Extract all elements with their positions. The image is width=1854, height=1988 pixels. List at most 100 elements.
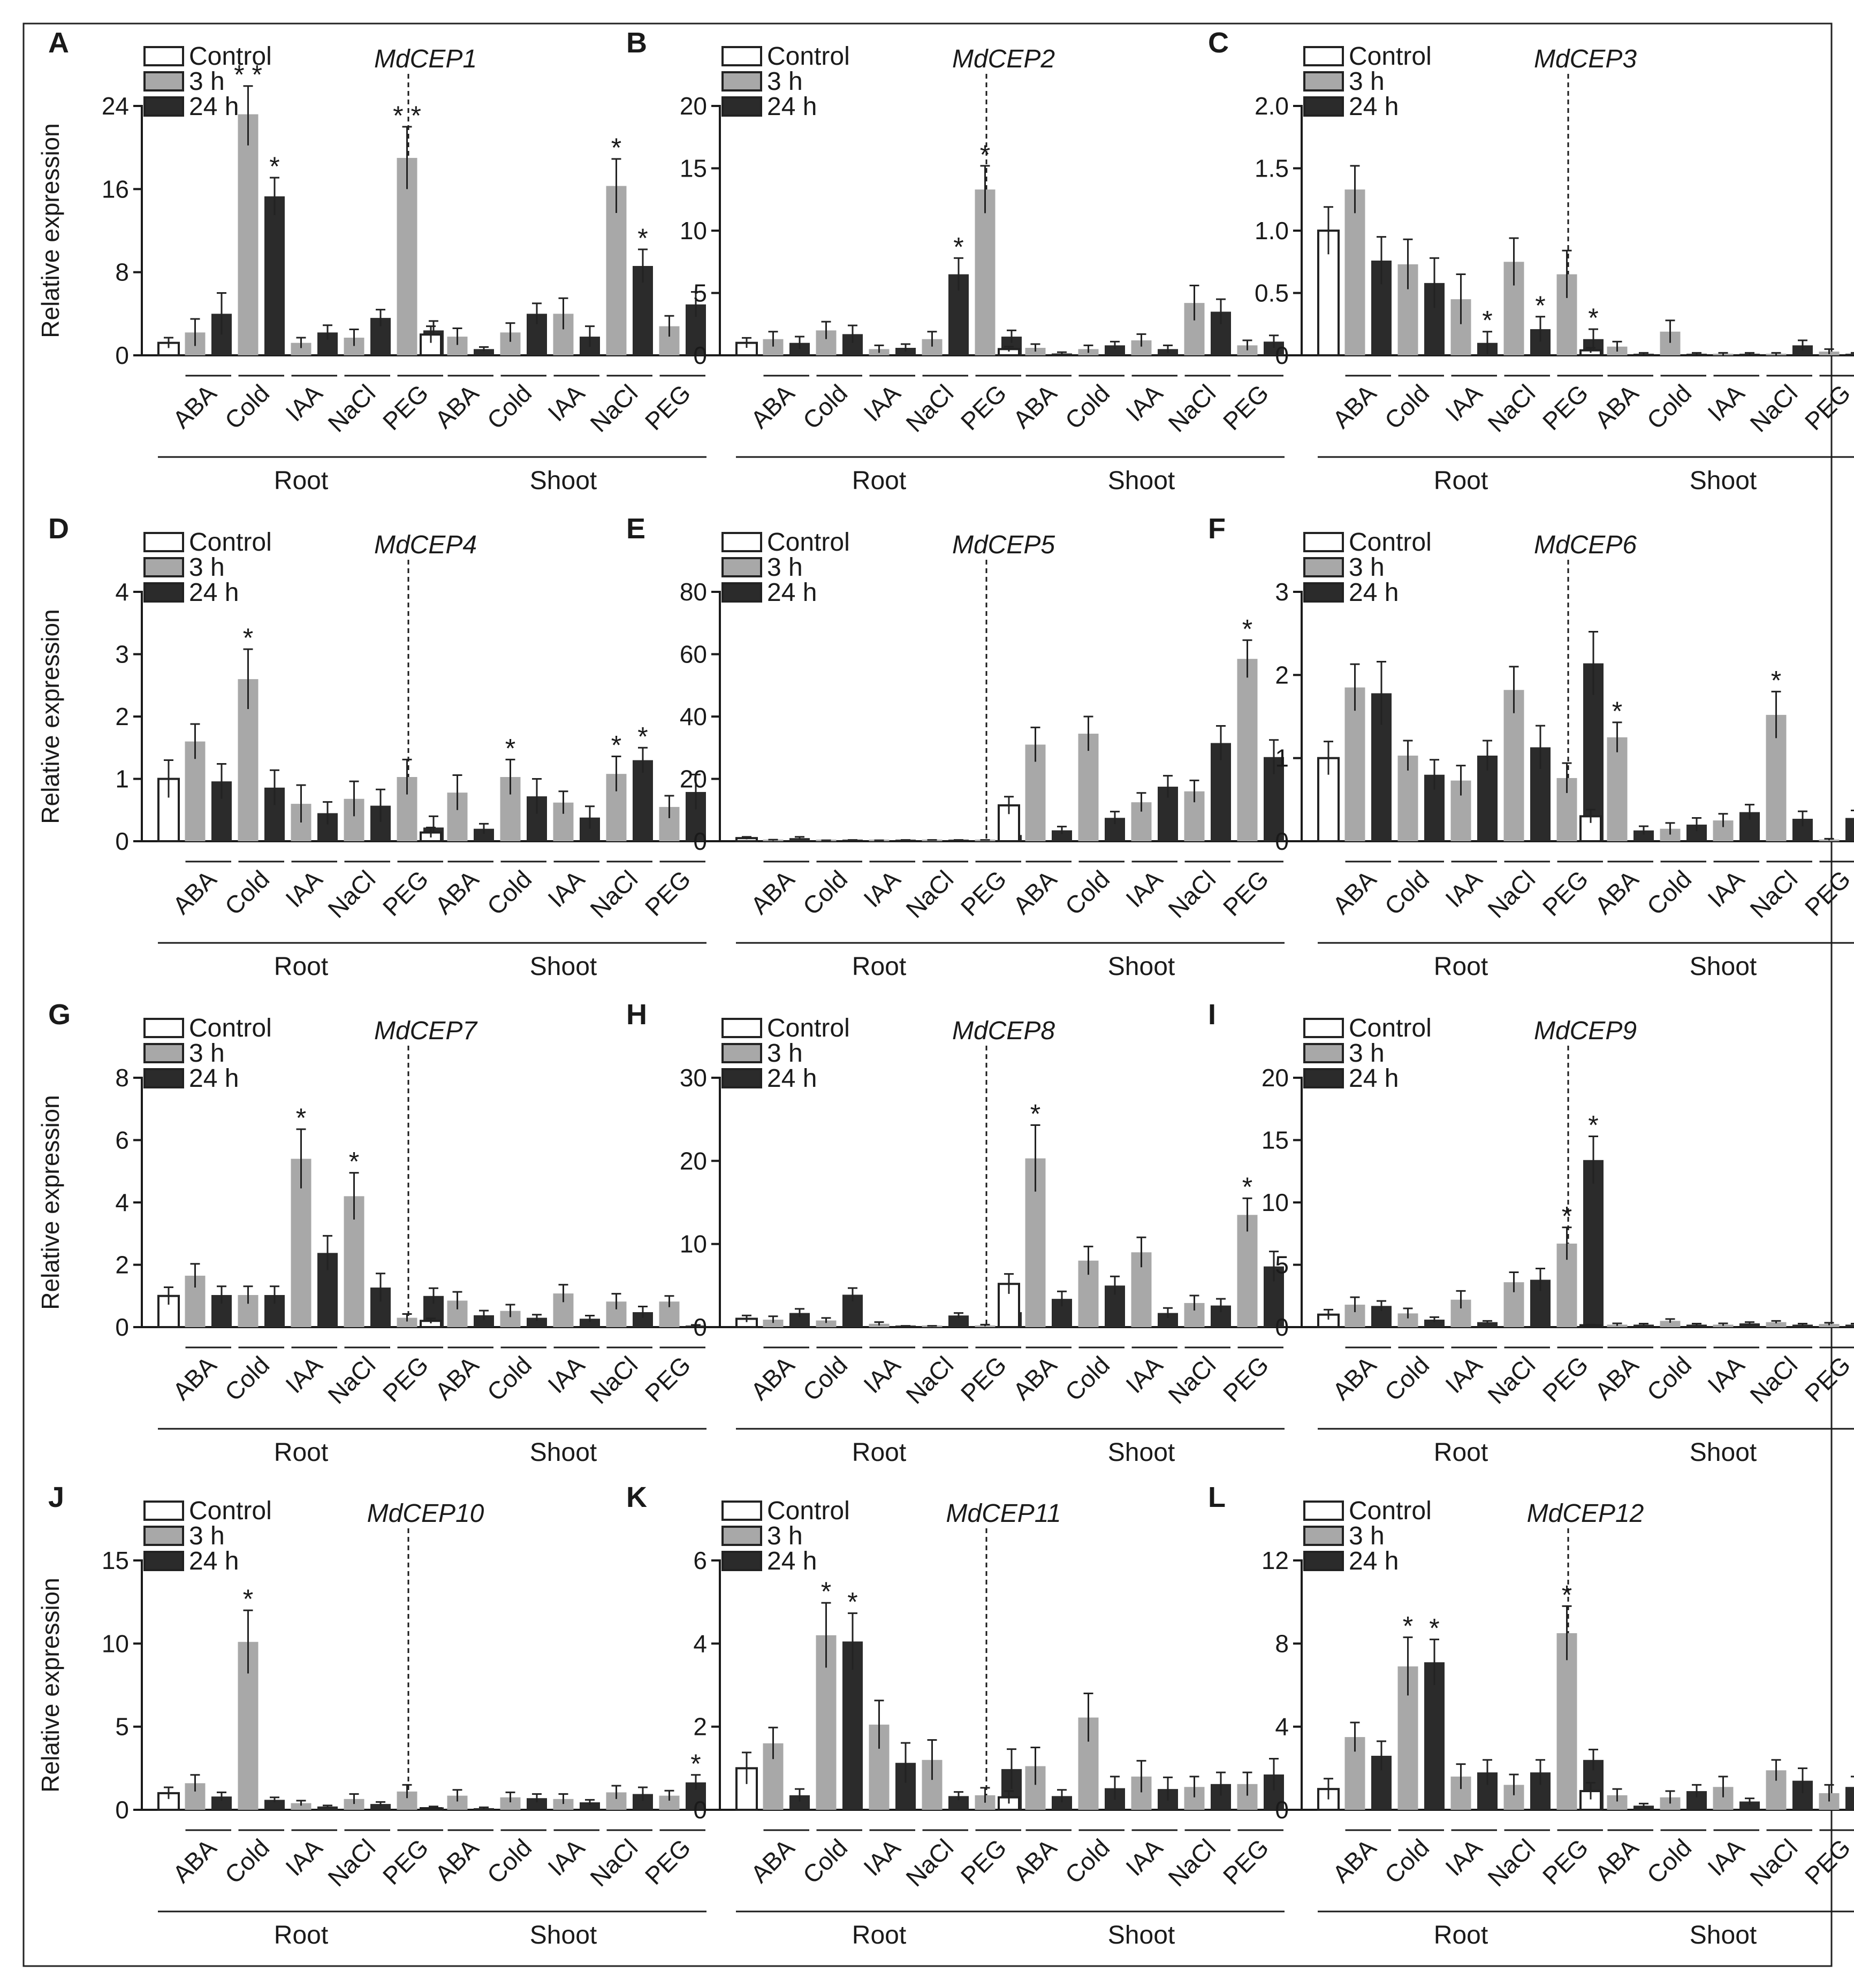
gene-title: MdCEP9 [1534, 1017, 1637, 1045]
y-tick-label: 15 [102, 1547, 129, 1574]
treatment-label: ABA [167, 1833, 222, 1888]
legend-swatch-3h [1303, 1043, 1344, 1063]
y-tick-label: 4 [1275, 1713, 1289, 1741]
bar-shoot-h24-iaa [1739, 1323, 1760, 1327]
bar-shoot-h24-cold [527, 1317, 547, 1327]
significance-mark: * [349, 1147, 359, 1177]
treatment-label: Cold [1379, 1351, 1435, 1406]
legend-swatch-24h [143, 1551, 184, 1571]
y-tick-label: 3 [115, 641, 129, 668]
treatment-label: Cold [219, 1833, 275, 1889]
treatment-label: ABA [745, 1833, 800, 1888]
legend-swatch-control [721, 532, 762, 552]
significance-mark: * [505, 733, 515, 763]
legend-swatch-3h [721, 557, 762, 577]
y-tick-label: 0 [1275, 1796, 1289, 1824]
treatment-label: ABA [1327, 1351, 1381, 1405]
group-label-shoot: Shoot [530, 1921, 597, 1949]
treatment-label: IAA [542, 1833, 590, 1881]
bar-shoot-h3-peg [1237, 1215, 1258, 1327]
bar-shoot-h24-iaa [1739, 1801, 1760, 1810]
bar-root-control [1317, 757, 1340, 842]
panel-letter: B [626, 27, 647, 59]
y-tick-label: 2 [1275, 661, 1289, 689]
treatment-label: NaCl [1162, 379, 1221, 437]
treatment-label: NaCl [900, 865, 959, 923]
treatment-label: Cold [797, 1833, 853, 1889]
legend-label-control: Control [767, 1497, 850, 1525]
significance-mark: * [1562, 1201, 1572, 1231]
treatment-label: Cold [1060, 1351, 1115, 1406]
treatment-label: IAA [280, 379, 328, 426]
treatment-label: ABA [429, 865, 484, 919]
legend-label-24h: 24 h [1349, 578, 1399, 607]
treatment-label: NaCl [1162, 1833, 1221, 1892]
legend-swatch-3h [721, 1526, 762, 1546]
significance-mark: * [1429, 1613, 1439, 1643]
legend-swatch-24h [143, 582, 184, 603]
bar-shoot-h24-cold [1105, 345, 1125, 355]
group-label-shoot: Shoot [1690, 467, 1757, 495]
legend-label-3h: 3 h [189, 67, 225, 96]
y-tick-label: 0 [115, 1796, 129, 1824]
y-tick-label: 2.0 [1255, 92, 1289, 120]
treatment-label: ABA [1589, 865, 1644, 919]
treatment-label: NaCl [584, 1833, 643, 1892]
bar-root-h3-iaa [291, 1803, 311, 1810]
treatment-label: IAA [542, 379, 590, 426]
gene-title: MdCEP10 [367, 1499, 484, 1528]
treatment-label: NaCl [322, 379, 381, 437]
treatment-label: IAA [1440, 865, 1487, 912]
treatment-label: PEG [955, 379, 1012, 435]
significance-mark: * [1403, 1611, 1413, 1641]
bar-shoot-h24-cold [527, 1798, 547, 1810]
treatment-label: ABA [429, 1833, 484, 1888]
panel-letter: G [48, 999, 71, 1031]
treatment-label: IAA [542, 1351, 590, 1398]
treatment-label: IAA [858, 1351, 906, 1398]
bar-shoot-h3-nacl [1766, 1322, 1787, 1327]
legend-label-control: Control [1349, 1014, 1432, 1042]
y-axis-label: Relative expression [36, 609, 64, 824]
treatment-label: PEG [955, 1351, 1012, 1407]
treatment-label: ABA [745, 865, 800, 919]
group-label-root: Root [274, 1438, 328, 1467]
y-tick-label: 0 [115, 1313, 129, 1341]
y-tick-label: 10 [102, 1629, 129, 1657]
bar-shoot-h3-cold [1660, 828, 1681, 841]
treatment-label: IAA [858, 865, 906, 912]
treatment-label: PEG [1218, 1833, 1274, 1890]
gene-title: MdCEP2 [952, 45, 1055, 73]
treatment-label: ABA [1589, 379, 1644, 433]
y-tick-label: 2 [115, 1251, 129, 1279]
treatment-label: NaCl [584, 1351, 643, 1409]
treatment-label: Cold [482, 1351, 537, 1406]
legend-swatch-24h [1303, 96, 1344, 117]
significance-mark: * [980, 140, 990, 170]
legend-label-24h: 24 h [189, 1064, 239, 1093]
bar-shoot-h24-iaa [580, 1802, 600, 1810]
treatment-label: Cold [482, 865, 537, 920]
treatment-label: IAA [280, 1351, 328, 1398]
legend-swatch-3h [1303, 1526, 1344, 1546]
y-tick-label: 16 [102, 175, 129, 203]
bar-shoot-h24-aba [474, 828, 494, 841]
figure-border [22, 22, 1833, 1967]
treatment-label: NaCl [1482, 379, 1540, 437]
bar-shoot-h3-peg [1819, 1324, 1840, 1327]
y-tick-label: 30 [680, 1064, 707, 1092]
treatment-label: PEG [640, 865, 696, 921]
group-label-root: Root [274, 1921, 328, 1949]
y-tick-label: 12 [1262, 1547, 1289, 1574]
treatment-label: PEG [1799, 379, 1854, 435]
bar-shoot-h24-aba [1633, 1324, 1654, 1327]
bar-root-h24-cold [1424, 1320, 1445, 1327]
treatment-label: Cold [1642, 1833, 1697, 1889]
significance-mark: * [243, 1584, 253, 1614]
treatment-label: IAA [1702, 1351, 1750, 1398]
y-tick-label: 0 [693, 1796, 707, 1824]
significance-mark: * [1242, 1172, 1252, 1202]
significance-mark: * * [234, 60, 262, 90]
